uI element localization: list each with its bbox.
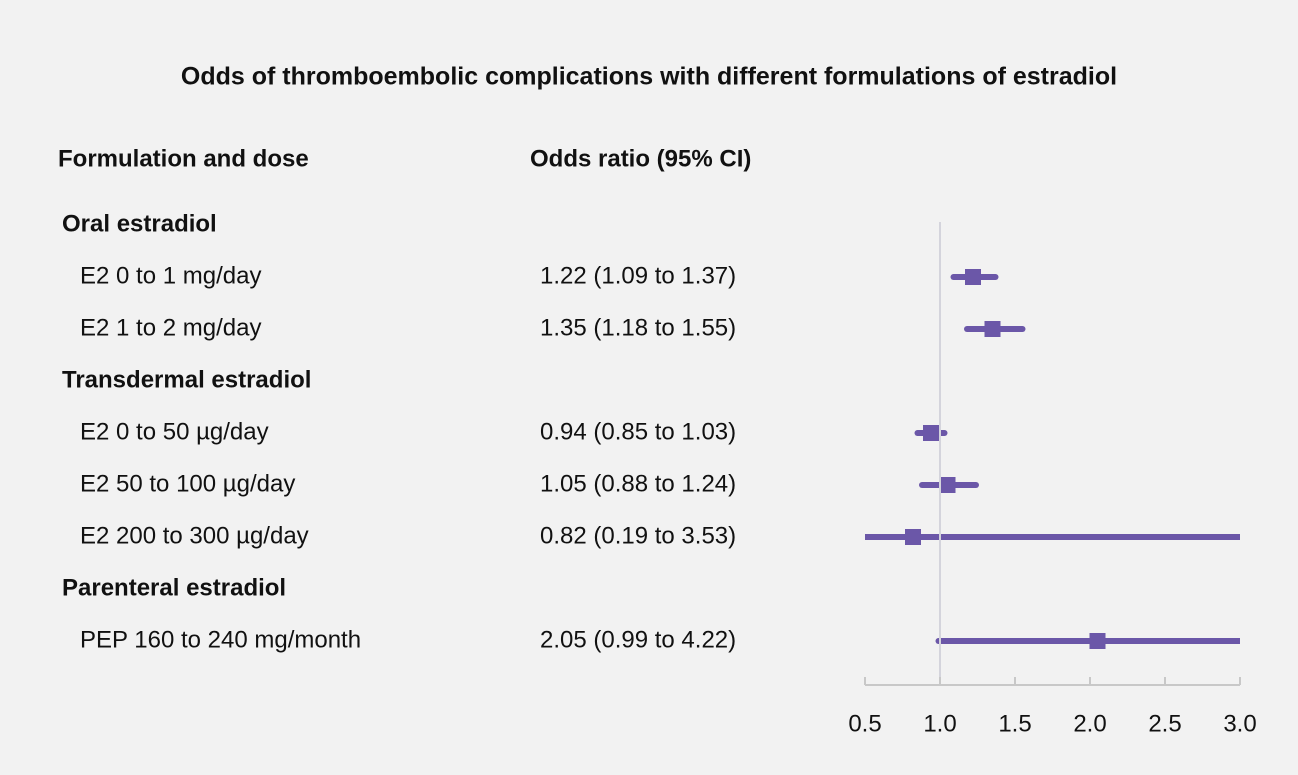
x-tick-label: 2.5	[1148, 710, 1181, 737]
row-label: E2 200 to 300 µg/day	[80, 522, 309, 549]
point-estimate	[965, 269, 981, 285]
value-label: 1.05 (0.88 to 1.24)	[540, 470, 736, 497]
group-label: Oral estradiol	[62, 210, 217, 237]
x-tick-label: 2.0	[1073, 710, 1106, 737]
value-label: 2.05 (0.99 to 4.22)	[540, 626, 736, 653]
x-tick-label: 1.5	[998, 710, 1031, 737]
value-label: 1.22 (1.09 to 1.37)	[540, 262, 736, 289]
point-estimate	[1089, 633, 1106, 649]
row-label: E2 1 to 2 mg/day	[80, 314, 261, 341]
value-label: 1.35 (1.18 to 1.55)	[540, 314, 736, 341]
group-label: Parenteral estradiol	[62, 574, 286, 601]
row-label: PEP 160 to 240 mg/month	[80, 626, 361, 653]
row-label: E2 0 to 50 µg/day	[80, 418, 269, 445]
value-label: 0.94 (0.85 to 1.03)	[540, 418, 736, 445]
point-estimate	[939, 477, 956, 493]
x-tick-label: 3.0	[1223, 710, 1256, 737]
chart-title: Odds of thromboembolic complications wit…	[181, 63, 1117, 91]
value-label: 0.82 (0.19 to 3.53)	[540, 522, 736, 549]
row-label: E2 0 to 1 mg/day	[80, 262, 261, 289]
point-estimate	[984, 321, 1001, 337]
x-tick-label: 0.5	[848, 710, 881, 737]
row-label: E2 50 to 100 µg/day	[80, 470, 295, 497]
x-tick-label: 1.0	[923, 710, 956, 737]
column-header: Odds ratio (95% CI)	[530, 145, 751, 172]
plot-area	[865, 269, 1240, 649]
point-estimate	[905, 529, 921, 545]
group-label: Transdermal estradiol	[62, 366, 311, 393]
point-estimate	[923, 425, 939, 441]
column-header: Formulation and dose	[58, 145, 309, 172]
